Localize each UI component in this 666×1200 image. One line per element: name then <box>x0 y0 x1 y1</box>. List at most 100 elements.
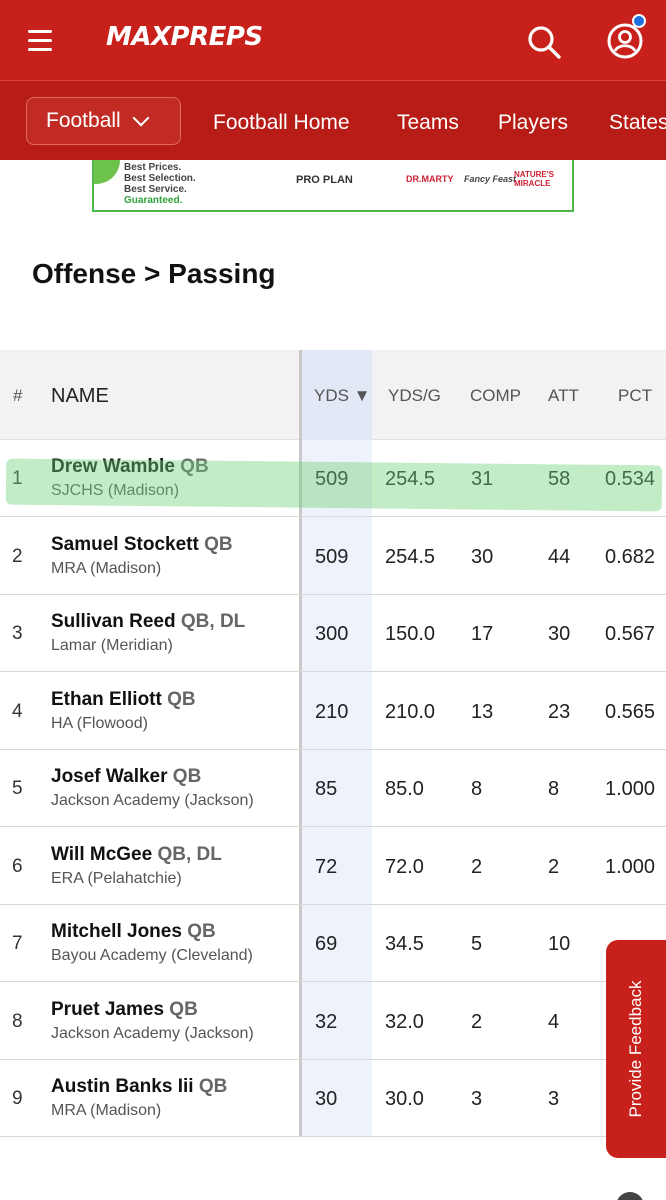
cell-att: 58 <box>548 468 571 490</box>
cell-comp: 5 <box>471 933 483 955</box>
col-header-pct[interactable]: PCT <box>618 386 652 405</box>
nav-link-players[interactable]: Players <box>498 111 569 134</box>
player-position: QB, DL <box>180 611 246 632</box>
cell-att: 4 <box>548 1011 560 1033</box>
player-name-link[interactable]: Austin Banks Iii QB <box>51 1076 228 1097</box>
ad-copy: Best Prices. Best Selection. Best Servic… <box>124 162 196 206</box>
table-row: 6 Will McGee QB, DL ERA (Pelahatchie) 72 72.… <box>0 828 666 905</box>
cell-att: 30 <box>548 623 571 645</box>
cell-yds: 509 <box>315 546 349 568</box>
cell-pct: 0.682 <box>605 546 656 568</box>
frozen-column-divider <box>299 350 302 1136</box>
player-name-link[interactable]: Pruet James QB <box>51 999 198 1020</box>
player-school-link[interactable]: Jackson Academy (Jackson) <box>51 1025 254 1042</box>
row-rank: 7 <box>12 933 23 954</box>
row-rank: 8 <box>12 1011 23 1032</box>
player-position: QB <box>204 534 233 555</box>
sport-selector[interactable]: Football <box>26 97 181 145</box>
row-rank: 4 <box>12 701 23 722</box>
menu-icon[interactable] <box>28 30 52 51</box>
col-header-att[interactable]: ATT <box>548 386 579 405</box>
top-bar: MAXPREPS <box>0 0 666 80</box>
cell-yds-per-game: 210.0 <box>385 701 436 723</box>
table-row: 3 Sullivan Reed QB, DL Lamar (Meridian) 300… <box>0 595 666 672</box>
cell-pct: 1.000 <box>605 778 656 800</box>
player-name-link[interactable]: Drew Wamble QB <box>51 456 209 477</box>
maxpreps-logo[interactable]: MAXPREPS <box>106 22 263 52</box>
col-header-yds-per-game[interactable]: YDS/G <box>388 386 441 405</box>
player-school-link[interactable]: MRA (Madison) <box>51 560 162 577</box>
table-row: 5 Josef Walker QB Jackson Academy (Jackson… <box>0 750 666 827</box>
player-position: QB <box>187 921 216 942</box>
cell-att: 2 <box>548 856 560 878</box>
table-row: 1 Drew Wamble QB SJCHS (Madison) 509 254.5 31… <box>0 440 666 517</box>
cell-comp: 2 <box>471 856 483 878</box>
row-rank: 1 <box>12 468 23 489</box>
player-school-link[interactable]: Lamar (Meridian) <box>51 637 173 654</box>
cell-yds: 72 <box>315 856 338 878</box>
cell-comp: 8 <box>471 778 483 800</box>
cell-yds: 300 <box>315 623 349 645</box>
cell-yds-per-game: 150.0 <box>385 623 436 645</box>
row-rank: 3 <box>12 623 23 644</box>
player-name-link[interactable]: Sullivan Reed QB, DL <box>51 611 246 632</box>
player-position: QB <box>198 1076 228 1097</box>
player-position: QB <box>167 689 196 710</box>
cell-pct: 1.000 <box>605 856 656 878</box>
ad-leaf-graphic <box>94 160 120 184</box>
table-row: 8 Pruet James QB Jackson Academy (Jackson)… <box>0 983 666 1060</box>
cell-yds-per-game: 30.0 <box>385 1088 424 1110</box>
cell-yds: 30 <box>315 1088 338 1110</box>
cell-yds-per-game: 72.0 <box>385 856 424 878</box>
highlighter-mark <box>5 458 663 512</box>
table-row: 2 Samuel Stockett QB MRA (Madison) 509 254.5… <box>0 518 666 595</box>
player-position: QB <box>180 456 209 477</box>
col-header-comp[interactable]: COMP <box>470 386 521 405</box>
cell-yds-per-game: 32.0 <box>385 1011 424 1033</box>
ad-brand: NATURE'S MIRACLE <box>514 170 554 188</box>
cell-att: 23 <box>548 701 571 723</box>
cell-comp: 13 <box>471 701 494 723</box>
floating-button[interactable] <box>616 1192 644 1200</box>
player-school-link[interactable]: MRA (Madison) <box>51 1102 162 1119</box>
sorted-column-background <box>302 350 372 1136</box>
player-name-link[interactable]: Samuel Stockett QB <box>51 534 233 555</box>
player-school-link[interactable]: Bayou Academy (Cleveland) <box>51 947 253 964</box>
nav-link-football-home[interactable]: Football Home <box>213 111 350 134</box>
player-school-link[interactable]: ERA (Pelahatchie) <box>51 870 182 887</box>
chevron-down-icon <box>132 109 150 127</box>
notification-dot <box>632 14 646 28</box>
player-school-link[interactable]: Jackson Academy (Jackson) <box>51 792 254 809</box>
cell-yds-per-game: 254.5 <box>385 468 436 490</box>
cell-yds-per-game: 34.5 <box>385 933 424 955</box>
row-rank: 5 <box>12 778 23 799</box>
player-name-link[interactable]: Will McGee QB, DL <box>51 844 222 865</box>
nav-link-states[interactable]: States <box>609 111 666 134</box>
cell-att: 3 <box>548 1088 560 1110</box>
player-school-link[interactable]: HA (Flowood) <box>51 715 148 732</box>
table-row: 9 Austin Banks Iii QB MRA (Madison) 30 30.0 3… <box>0 1060 666 1137</box>
cell-comp: 3 <box>471 1088 483 1110</box>
cell-comp: 31 <box>471 468 494 490</box>
ad-brand: Fancy Feast <box>464 174 517 184</box>
cell-comp: 17 <box>471 623 494 645</box>
col-header-rank: # <box>13 386 23 405</box>
search-icon[interactable] <box>526 24 562 60</box>
player-name-link[interactable]: Josef Walker QB <box>51 766 202 787</box>
cell-yds: 509 <box>315 468 349 490</box>
sport-nav-bar: Football Football Home Teams Players Sta… <box>0 80 666 160</box>
advertisement-banner[interactable]: Best Prices. Best Selection. Best Servic… <box>92 160 574 212</box>
cell-comp: 2 <box>471 1011 483 1033</box>
provide-feedback-tab[interactable]: Provide Feedback <box>606 940 666 1158</box>
feedback-label: Provide Feedback <box>626 980 645 1118</box>
player-school-link[interactable]: SJCHS (Madison) <box>51 482 180 499</box>
nav-link-teams[interactable]: Teams <box>397 111 459 134</box>
cell-comp: 30 <box>471 546 494 568</box>
user-account-icon[interactable] <box>606 22 644 60</box>
cell-pct: 0.534 <box>605 468 656 490</box>
cell-pct: 0.567 <box>605 623 656 645</box>
player-name-link[interactable]: Mitchell Jones QB <box>51 921 216 942</box>
col-header-name[interactable]: NAME <box>51 385 109 407</box>
player-name-link[interactable]: Ethan Elliott QB <box>51 689 196 710</box>
col-header-yds[interactable]: YDS ▼ <box>314 386 371 405</box>
